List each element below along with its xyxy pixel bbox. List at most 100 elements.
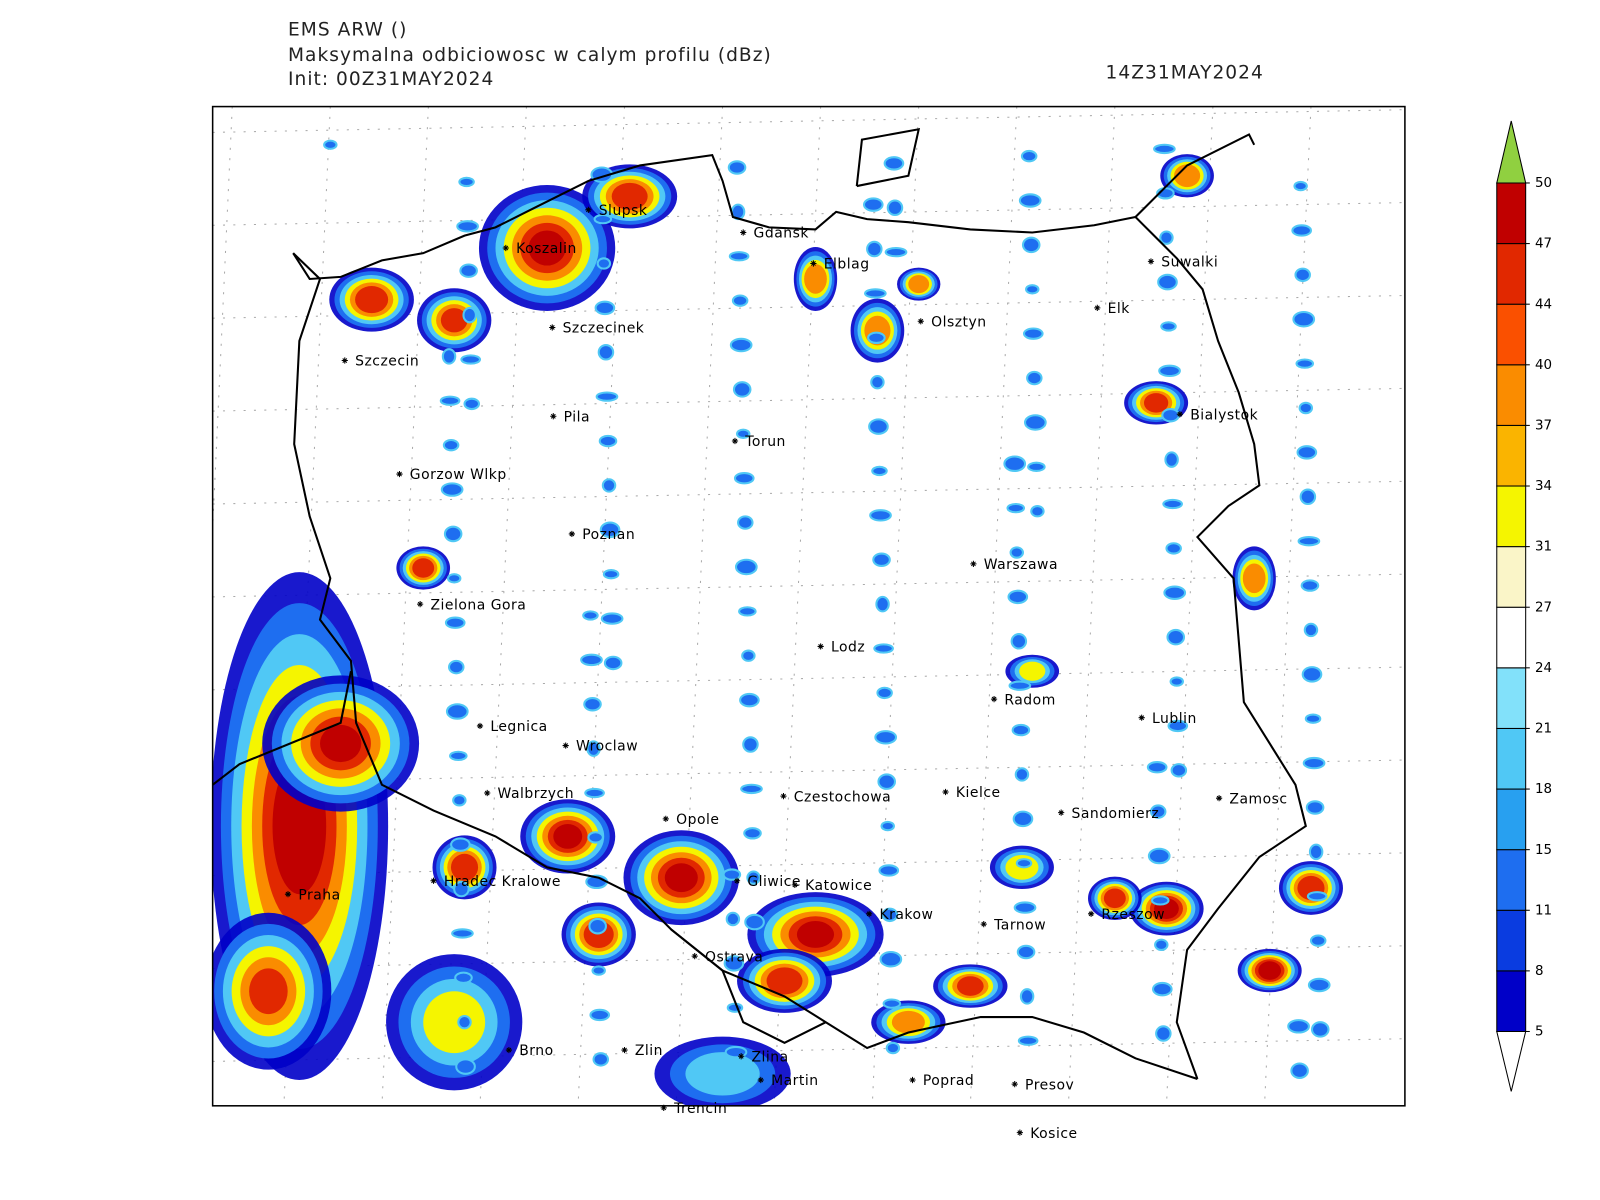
- echo: [864, 288, 887, 299]
- echo: [1162, 498, 1183, 510]
- city-marker: [980, 921, 987, 928]
- city-label: Radom: [1004, 692, 1055, 708]
- graticule-line: [381, 106, 429, 1106]
- city-marker: [562, 742, 569, 749]
- echo: [866, 240, 883, 258]
- echo: [1174, 164, 1201, 188]
- echo: [742, 736, 759, 753]
- colorbar-segment: [1496, 303, 1527, 366]
- city-marker: [691, 953, 698, 960]
- echo: [1258, 961, 1282, 980]
- coast-hel: [855, 127, 921, 188]
- echo: [1170, 763, 1188, 778]
- city-marker: [476, 722, 484, 730]
- echo: [881, 907, 899, 923]
- echo: [1307, 977, 1331, 993]
- echo: [249, 968, 288, 1015]
- city-marker: [660, 1104, 667, 1111]
- colorbar-segment: [1496, 182, 1527, 245]
- echo: [733, 472, 755, 485]
- echo: [1292, 310, 1316, 328]
- colorbar-tick-label: 31: [1535, 540, 1552, 555]
- echo: [867, 331, 886, 344]
- echo: [1027, 461, 1046, 472]
- echo: [441, 348, 457, 365]
- echo: [323, 139, 338, 150]
- valid-time: 14Z31MAY2024: [1106, 63, 1264, 84]
- echo: [685, 1052, 760, 1096]
- echo: [528, 230, 566, 266]
- field-title: Maksymalna odbiciowosc w calym profilu (…: [288, 45, 772, 66]
- city-marker: [585, 206, 592, 213]
- city-marker: [417, 601, 424, 608]
- echo: [412, 558, 435, 578]
- graticule-line: [1067, 106, 1116, 1106]
- echo: [451, 928, 474, 939]
- echo: [463, 397, 480, 411]
- echo: [664, 863, 698, 893]
- echo: [729, 337, 753, 353]
- city-marker: [568, 530, 575, 538]
- city-marker: [550, 413, 557, 420]
- echo: [460, 354, 482, 365]
- city-marker: [662, 815, 669, 822]
- city-label: Koszalin: [516, 241, 577, 257]
- echo: [736, 428, 751, 439]
- echo: [1290, 1062, 1309, 1079]
- colorbar-under: [1496, 1030, 1527, 1092]
- echo: [726, 1002, 744, 1013]
- echo: [885, 1041, 901, 1055]
- city-label: Brno: [519, 1043, 553, 1059]
- city-label: Olsztyn: [931, 314, 987, 330]
- echo: [452, 794, 467, 807]
- echo: [766, 967, 803, 995]
- echo: [1025, 284, 1040, 295]
- echo: [453, 880, 470, 898]
- echo: [442, 438, 460, 452]
- city-label: Opole: [676, 812, 719, 828]
- echo: [870, 374, 885, 390]
- echo: [320, 724, 362, 763]
- graticule-line: [969, 106, 1018, 1106]
- echo: [587, 831, 604, 844]
- echo: [1158, 364, 1181, 378]
- city-marker: [810, 260, 817, 267]
- city-marker: [621, 1046, 628, 1054]
- echo: [582, 610, 599, 621]
- echo: [583, 697, 602, 712]
- colorbar-tick-label: 40: [1535, 358, 1552, 373]
- echo: [1308, 843, 1324, 861]
- city-label: Hradec Kralowe: [444, 874, 561, 890]
- graticule-line: [212, 106, 233, 540]
- city-label: Szczecinek: [563, 321, 645, 337]
- echo: [1143, 393, 1169, 413]
- echo: [1012, 810, 1034, 828]
- echo: [1103, 888, 1126, 909]
- city-label: Poprad: [923, 1073, 974, 1089]
- city-label: Lodz: [831, 640, 865, 656]
- echo: [737, 515, 754, 530]
- city-label: Slupsk: [599, 203, 648, 219]
- echo: [455, 1058, 476, 1075]
- echo: [584, 787, 605, 799]
- echo: [588, 917, 607, 935]
- echo: [440, 482, 464, 497]
- echo: [1298, 401, 1314, 415]
- colorbar-tick-label: 8: [1535, 964, 1544, 979]
- echo: [1149, 804, 1167, 819]
- colorbar-segment: [1496, 364, 1527, 426]
- city-label: Pila: [564, 409, 590, 425]
- echo: [1023, 414, 1047, 431]
- echo: [1157, 273, 1178, 291]
- echo: [599, 521, 621, 539]
- echo: [450, 837, 471, 852]
- echo: [882, 998, 902, 1009]
- colorbar-segment: [1496, 606, 1527, 669]
- city-marker: [1094, 304, 1101, 311]
- city-label: Elblag: [824, 257, 870, 273]
- colorbar-segment: [1496, 667, 1527, 729]
- city-marker: [791, 881, 798, 888]
- colorbar-tick-label: 44: [1535, 297, 1552, 312]
- city-marker: [396, 470, 403, 478]
- echo: [875, 595, 890, 613]
